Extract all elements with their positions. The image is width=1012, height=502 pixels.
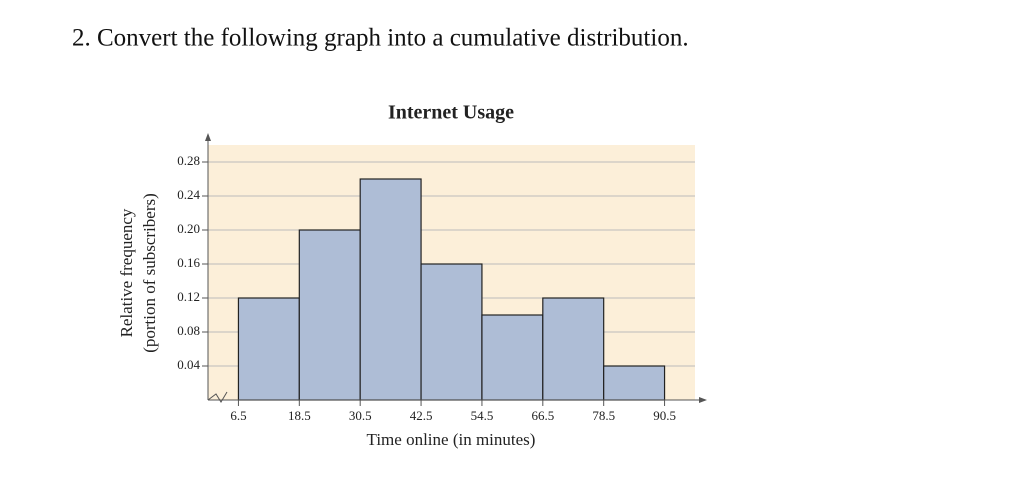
x-tick-label: 78.5 (592, 408, 615, 423)
question: 2. Convert the following graph into a cu… (72, 25, 689, 52)
y-axis-label: Relative frequency (117, 208, 136, 337)
x-tick-label: 54.5 (471, 408, 494, 423)
bar (237, 297, 300, 401)
bar (603, 365, 666, 401)
bar (481, 314, 544, 401)
y-axis-arrow (205, 133, 211, 141)
x-tick-label: 90.5 (653, 408, 676, 423)
bar (298, 229, 361, 401)
y-tick-label: 0.28 (177, 153, 200, 168)
x-tick-label: 66.5 (531, 408, 554, 423)
y-tick-label: 0.24 (177, 187, 200, 202)
y-tick-label: 0.20 (177, 221, 200, 236)
x-tick-label: 30.5 (349, 408, 372, 423)
x-tick-label: 18.5 (288, 408, 311, 423)
y-tick-label: 0.16 (177, 255, 200, 270)
x-axis-arrow (699, 397, 707, 403)
y-tick-label: 0.04 (177, 357, 200, 372)
axis-break (207, 391, 228, 403)
y-tick-label: 0.08 (177, 323, 200, 338)
bar (542, 297, 605, 401)
x-tick-label: 42.5 (410, 408, 433, 423)
bar (420, 263, 483, 401)
x-tick-label: 6.5 (230, 408, 246, 423)
chart-title: Internet Usage (388, 102, 514, 124)
x-axis-label: Time online (in minutes) (367, 430, 536, 449)
y-axis-label: (portion of subscribers) (140, 193, 159, 353)
y-tick-label: 0.12 (177, 289, 200, 304)
bar (359, 178, 422, 401)
